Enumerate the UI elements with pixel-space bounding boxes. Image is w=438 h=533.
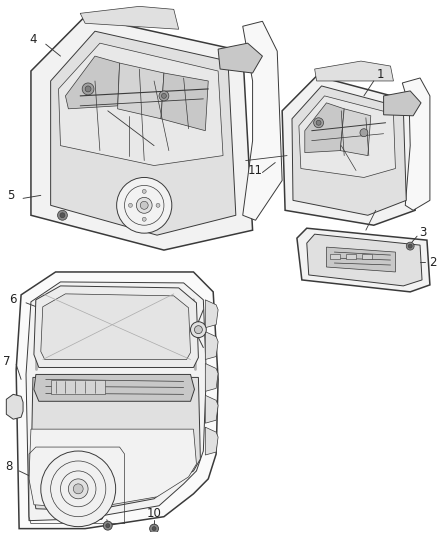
Polygon shape xyxy=(205,300,218,328)
Text: 4: 4 xyxy=(29,33,37,46)
Circle shape xyxy=(162,93,166,99)
Polygon shape xyxy=(297,228,430,292)
Polygon shape xyxy=(34,286,198,367)
Text: 10: 10 xyxy=(147,507,162,520)
Circle shape xyxy=(152,527,156,531)
Circle shape xyxy=(85,86,91,92)
Circle shape xyxy=(128,203,132,207)
Polygon shape xyxy=(384,91,421,116)
Polygon shape xyxy=(59,43,223,166)
Circle shape xyxy=(41,451,116,527)
Polygon shape xyxy=(218,43,262,73)
Circle shape xyxy=(117,177,172,233)
Polygon shape xyxy=(326,247,396,272)
Circle shape xyxy=(406,242,414,250)
Bar xyxy=(362,254,372,259)
Polygon shape xyxy=(31,17,253,250)
Bar xyxy=(51,381,105,394)
Polygon shape xyxy=(205,364,218,391)
Text: 2: 2 xyxy=(429,255,437,269)
Text: 5: 5 xyxy=(7,189,15,202)
Circle shape xyxy=(194,326,202,334)
Polygon shape xyxy=(29,429,196,508)
Circle shape xyxy=(316,120,321,125)
Text: 6: 6 xyxy=(10,293,17,306)
Polygon shape xyxy=(26,282,206,521)
Polygon shape xyxy=(205,395,218,423)
Text: 7: 7 xyxy=(3,355,10,368)
Polygon shape xyxy=(314,61,393,81)
Circle shape xyxy=(191,322,206,337)
Bar xyxy=(346,254,356,259)
Polygon shape xyxy=(299,96,396,177)
Polygon shape xyxy=(65,56,120,109)
Polygon shape xyxy=(282,76,415,225)
Polygon shape xyxy=(6,394,23,419)
Circle shape xyxy=(142,217,146,221)
Circle shape xyxy=(60,213,65,218)
Polygon shape xyxy=(118,63,164,119)
Polygon shape xyxy=(292,86,406,215)
Polygon shape xyxy=(307,234,422,286)
Text: 9: 9 xyxy=(96,510,104,523)
Circle shape xyxy=(314,118,324,128)
Circle shape xyxy=(103,521,112,530)
Polygon shape xyxy=(403,78,430,211)
Circle shape xyxy=(73,484,83,494)
Polygon shape xyxy=(41,294,191,360)
Circle shape xyxy=(82,83,94,95)
Text: 8: 8 xyxy=(6,461,13,473)
Circle shape xyxy=(106,523,110,528)
Polygon shape xyxy=(243,21,282,220)
Circle shape xyxy=(156,203,160,207)
Circle shape xyxy=(142,189,146,193)
Text: 11: 11 xyxy=(248,164,263,177)
Circle shape xyxy=(360,129,368,136)
Polygon shape xyxy=(34,375,194,401)
Text: 1: 1 xyxy=(377,68,385,80)
Polygon shape xyxy=(305,103,344,152)
Polygon shape xyxy=(51,31,236,235)
Bar xyxy=(330,254,340,259)
Polygon shape xyxy=(161,73,208,131)
Circle shape xyxy=(150,524,159,533)
Polygon shape xyxy=(205,427,218,455)
Polygon shape xyxy=(31,377,200,511)
Polygon shape xyxy=(340,109,371,156)
Polygon shape xyxy=(80,6,179,29)
Text: 3: 3 xyxy=(419,225,427,239)
Circle shape xyxy=(408,244,412,248)
Circle shape xyxy=(57,211,67,220)
Circle shape xyxy=(159,91,169,101)
Circle shape xyxy=(136,197,152,213)
Polygon shape xyxy=(16,272,218,529)
Circle shape xyxy=(140,201,148,209)
Circle shape xyxy=(68,479,88,499)
Polygon shape xyxy=(205,332,218,360)
